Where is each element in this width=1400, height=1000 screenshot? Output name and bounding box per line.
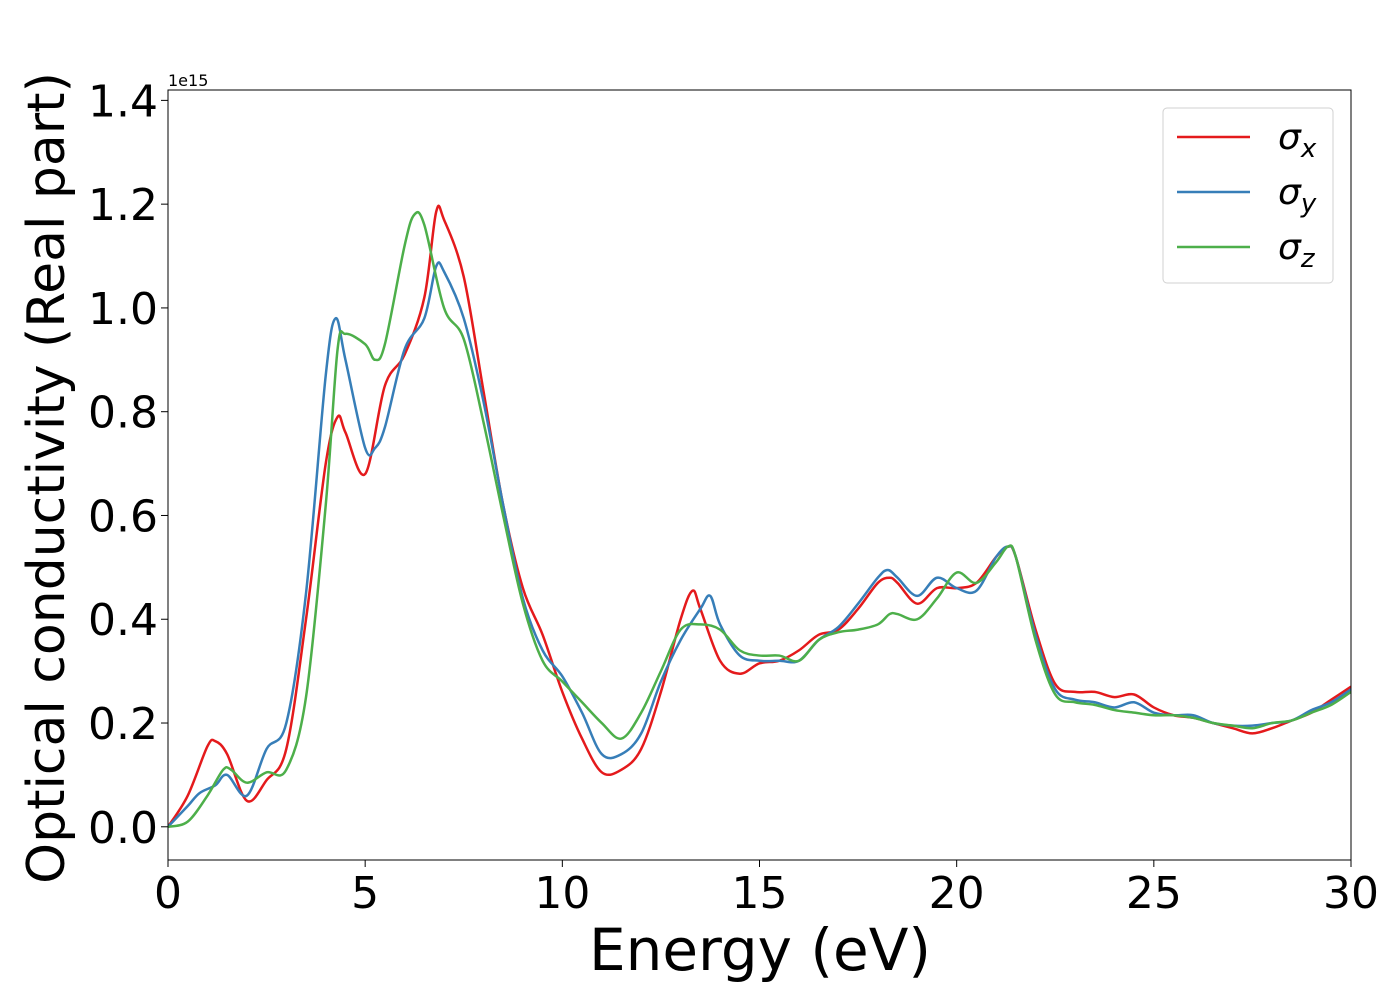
y-tick-label: 0.4 (88, 595, 158, 646)
x-tick-label: 20 (929, 868, 985, 919)
y-tick-label: 0.2 (88, 699, 158, 750)
x-axis-label: Energy (eV) (589, 916, 931, 984)
x-tick-label: 5 (351, 868, 379, 919)
legend-box (1162, 107, 1334, 284)
y-tick-label: 1.0 (88, 284, 158, 335)
y-offset-label: 1e15 (168, 71, 208, 90)
y-tick-label: 1.2 (88, 180, 158, 231)
y-tick-label: 0.6 (88, 491, 158, 542)
series-line (168, 261, 1351, 828)
x-tick-label: 10 (534, 868, 590, 919)
y-tick-label: 1.4 (88, 76, 158, 127)
series-line (168, 210, 1351, 829)
legend-label: σy (1278, 172, 1317, 219)
legend-label: σx (1278, 117, 1317, 164)
x-tick-label: 15 (732, 868, 788, 919)
x-tick-label: 25 (1126, 868, 1182, 919)
legend-label: σz (1278, 227, 1316, 274)
x-tick-label: 0 (154, 868, 182, 919)
y-tick-label: 0.8 (88, 388, 158, 439)
series-line (168, 204, 1351, 828)
y-axis-label: Optical conductivity (Real part) (17, 72, 77, 884)
x-tick-label: 30 (1323, 868, 1379, 919)
plot-frame (167, 89, 1352, 861)
y-tick-label: 0.0 (88, 803, 158, 854)
